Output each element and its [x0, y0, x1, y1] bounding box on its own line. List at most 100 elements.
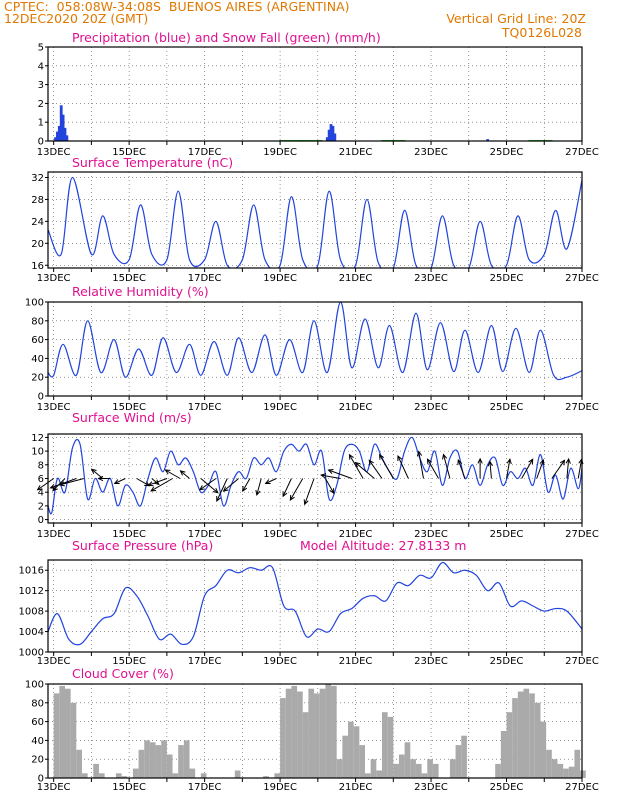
cloud-bar — [557, 763, 564, 778]
cloud-bar — [64, 688, 71, 778]
wind-arrow — [489, 461, 492, 479]
wind-arrow — [37, 478, 54, 491]
cloud-bar — [331, 685, 337, 778]
wind-arrowhead — [303, 499, 309, 506]
y-tick-label: 20 — [31, 755, 44, 766]
wind-arrow — [457, 459, 466, 479]
panel-title: Surface Temperature (nC) — [72, 155, 233, 170]
wind-arrow — [242, 478, 251, 492]
wind-arrow — [348, 454, 364, 479]
y-tick-label: 100 — [25, 680, 44, 691]
wind-arrow — [199, 478, 217, 491]
series-line — [48, 302, 582, 381]
wind-arrowhead — [153, 479, 160, 486]
x-tick-label: 19DEC — [263, 402, 297, 413]
cloud-bar — [53, 693, 60, 778]
wind-arrowhead — [477, 457, 483, 464]
precip-bar — [63, 127, 67, 141]
cloud-bar — [546, 749, 552, 778]
y-tick-label: 1000 — [19, 648, 44, 659]
cloud-bar — [132, 768, 139, 778]
x-tick-label: 15DEC — [112, 402, 146, 413]
x-tick-label: 13DEC — [37, 782, 71, 793]
wind-arrow — [59, 478, 84, 486]
wind-arrowhead — [164, 469, 171, 475]
x-tick-label: 13DEC — [37, 273, 71, 284]
y-tick-label: 6 — [38, 474, 44, 485]
cloud-bar — [353, 726, 360, 778]
cloud-bar — [455, 745, 462, 778]
cloud-bar — [189, 768, 196, 778]
wind-arrowhead — [329, 488, 335, 495]
wind-arrowhead — [442, 453, 448, 460]
x-tick-label: 27DEC — [565, 273, 599, 284]
precip-bar — [486, 139, 490, 141]
wind-arrow — [165, 469, 181, 479]
x-tick-label: 25DEC — [490, 273, 524, 284]
wind-arrow — [443, 454, 451, 479]
x-tick-label: 15DEC — [112, 529, 146, 540]
panel-4: 0 2 4 6 8 10 12 13DEC 15DEC 17DEC 19DEC 21DEC 23DEC 2… — [31, 410, 599, 540]
cloud-bar — [517, 691, 524, 778]
y-tick-label: 80 — [31, 316, 44, 327]
wind-arrow — [265, 478, 277, 484]
cloud-bar — [291, 685, 298, 778]
x-tick-label: 15DEC — [112, 147, 146, 158]
cloud-bar — [285, 688, 292, 778]
x-tick-label: 23DEC — [414, 656, 448, 667]
precip-bar — [325, 137, 329, 141]
cloud-bar — [534, 702, 541, 778]
cloud-bar — [580, 770, 586, 778]
panel-2: 16 20 24 28 32 13DEC 15DEC 17DEC 19DEC 21DEC 23DEC… — [31, 155, 599, 284]
panel-title: Precipitation (blue) and Snow Fall (gree… — [72, 30, 381, 45]
x-tick-label: 23DEC — [414, 147, 448, 158]
y-tick-label: 20 — [31, 239, 44, 250]
panel-frame — [47, 559, 583, 653]
y-tick-label: 0 — [38, 515, 44, 526]
cloud-bar — [342, 735, 349, 778]
precip-bar — [333, 133, 337, 141]
wind-arrow — [324, 478, 335, 494]
x-tick-label: 13DEC — [37, 529, 71, 540]
cloud-bar — [461, 735, 467, 778]
cloud-bar — [59, 685, 65, 778]
x-tick-label: 13DEC — [37, 402, 71, 413]
y-tick-label: 8 — [38, 460, 44, 471]
grid-line-note: Vertical Grid Line: 20Z — [446, 11, 586, 26]
wind-arrowhead — [113, 479, 120, 485]
cloud-bar — [387, 716, 394, 778]
x-tick-label: 23DEC — [414, 782, 448, 793]
series-line — [48, 176, 582, 268]
cloud-bar — [359, 745, 366, 778]
y-tick-label: 60 — [31, 335, 44, 346]
wind-arrowhead — [539, 459, 545, 466]
wind-arrow — [506, 459, 511, 479]
x-tick-label: 25DEC — [490, 402, 524, 413]
wind-arrowhead — [528, 458, 534, 465]
cloud-bar — [314, 693, 320, 778]
wind-arrowhead — [379, 453, 385, 460]
cloud-bar — [495, 763, 501, 778]
y-tick-label: 12 — [31, 433, 44, 444]
panel-6: 0 20 40 60 80 100 13DEC 15DEC 17DEC 19DEC 21DEC 23D… — [25, 666, 599, 793]
panel-1: 0 1 2 3 4 5 13DEC 15DEC 17DEC 19DEC 21DEC 23DEC 25DE… — [37, 30, 599, 158]
y-tick-label: 0 — [38, 392, 44, 403]
wind-arrow — [536, 459, 544, 479]
x-tick-label: 17DEC — [188, 147, 222, 158]
wind-arrowhead — [150, 486, 157, 492]
precip-bar — [54, 137, 57, 141]
cloud-bar — [529, 693, 535, 778]
cloud-bar — [449, 759, 456, 778]
cloud-bar — [172, 773, 179, 778]
y-tick-label: 3 — [38, 80, 44, 91]
x-tick-label: 19DEC — [263, 782, 297, 793]
x-tick-label: 27DEC — [565, 147, 599, 158]
wind-arrowhead — [97, 475, 104, 482]
cloud-bar — [302, 712, 309, 778]
cloud-bar — [144, 740, 150, 778]
cloud-bar — [161, 740, 167, 778]
wind-arrowhead — [90, 468, 97, 475]
wind-arrow — [379, 454, 394, 479]
cloud-bar — [421, 773, 428, 778]
cloud-bar — [263, 776, 269, 778]
